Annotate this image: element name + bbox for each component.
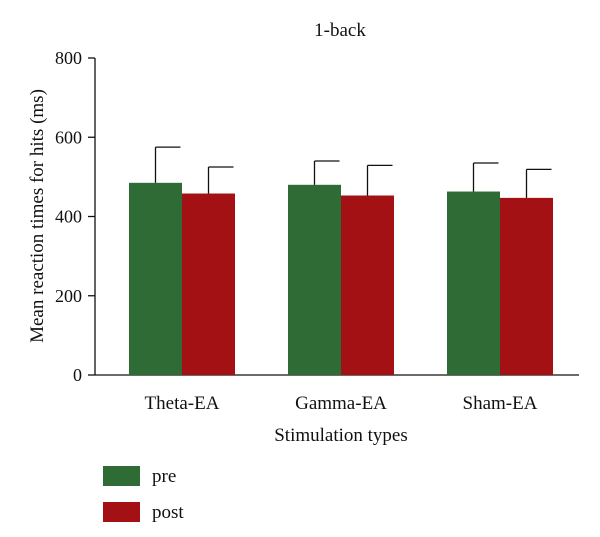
y-tick-label: 200: [55, 286, 82, 306]
bar-pre-gamma-ea: [288, 184, 341, 375]
y-tick-label: 0: [73, 365, 82, 385]
x-tick-label: Sham-EA: [463, 393, 538, 414]
legend: pre post: [103, 466, 184, 523]
bar-post-gamma-ea: [341, 195, 394, 375]
x-tick-label: Theta-EA: [145, 393, 220, 414]
y-tick-label: 400: [55, 207, 82, 227]
x-axis-label: Stimulation types: [274, 425, 408, 446]
bar-post-sham-ea: [500, 197, 553, 375]
legend-swatch-post: [103, 502, 140, 522]
y-tick-label: 800: [55, 48, 82, 68]
legend-label-post: post: [152, 502, 184, 523]
x-tick-label: Gamma-EA: [295, 393, 387, 414]
bar-pre-sham-ea: [447, 191, 500, 375]
chart-title: 1-back: [314, 20, 366, 41]
bar-pre-theta-ea: [129, 182, 182, 375]
legend-label-pre: pre: [152, 466, 176, 487]
bar-post-theta-ea: [182, 193, 235, 375]
y-axis-label: Mean reaction times for hits (ms): [27, 89, 48, 343]
y-tick-label: 600: [55, 127, 82, 147]
legend-swatch-pre: [103, 466, 140, 486]
